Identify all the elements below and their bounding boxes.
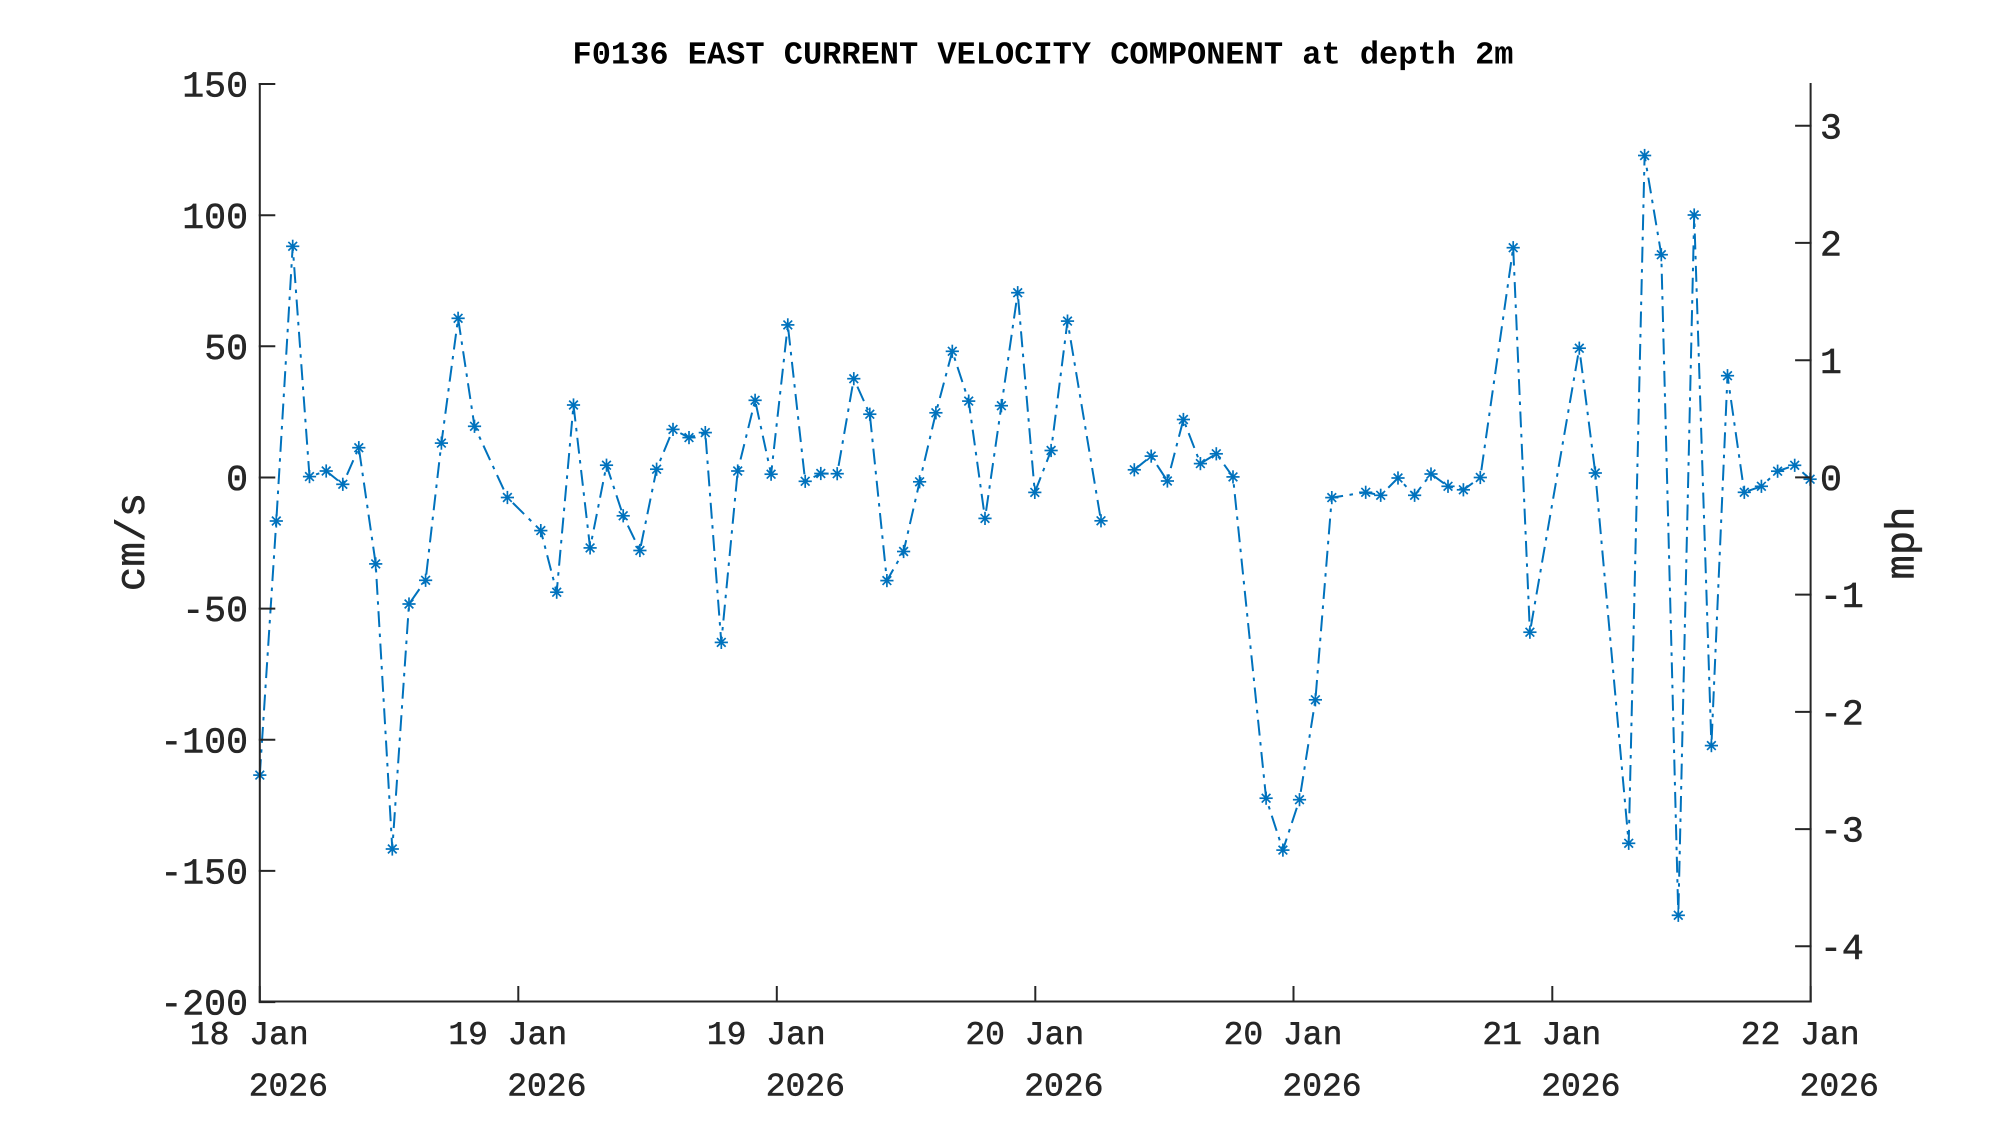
svg-text:2026: 2026	[249, 1069, 328, 1106]
svg-text:2026: 2026	[1024, 1069, 1103, 1106]
svg-text:-100: -100	[160, 722, 248, 763]
svg-text:100: 100	[182, 198, 248, 239]
svg-text:2026: 2026	[1800, 1069, 1879, 1106]
svg-text:18 Jan: 18 Jan	[190, 1017, 309, 1054]
svg-text:0: 0	[1820, 460, 1842, 501]
svg-text:2026: 2026	[1282, 1069, 1361, 1106]
svg-text:50: 50	[204, 329, 248, 370]
svg-text:3: 3	[1820, 108, 1842, 149]
svg-text:mph: mph	[1881, 507, 1927, 580]
svg-text:19 Jan: 19 Jan	[448, 1017, 567, 1054]
svg-text:2: 2	[1820, 226, 1842, 267]
svg-text:-150: -150	[160, 854, 248, 895]
svg-text:0: 0	[226, 460, 248, 501]
svg-text:-50: -50	[182, 591, 248, 632]
svg-text:20 Jan: 20 Jan	[965, 1017, 1084, 1054]
svg-text:21 Jan: 21 Jan	[1482, 1017, 1601, 1054]
svg-text:F0136 EAST CURRENT VELOCITY CO: F0136 EAST CURRENT VELOCITY COMPONENT at…	[573, 37, 1514, 74]
svg-text:-2: -2	[1820, 695, 1864, 736]
svg-text:-200: -200	[160, 985, 248, 1026]
svg-text:-4: -4	[1820, 929, 1864, 970]
svg-text:2026: 2026	[1541, 1069, 1620, 1106]
svg-text:19 Jan: 19 Jan	[707, 1017, 826, 1054]
svg-text:150: 150	[182, 67, 248, 108]
svg-text:-3: -3	[1820, 812, 1864, 853]
svg-text:2026: 2026	[507, 1069, 586, 1106]
svg-text:2026: 2026	[766, 1069, 845, 1106]
svg-text:-1: -1	[1820, 577, 1864, 618]
svg-text:1: 1	[1820, 343, 1842, 384]
svg-text:20 Jan: 20 Jan	[1224, 1017, 1343, 1054]
svg-text:22 Jan: 22 Jan	[1741, 1017, 1860, 1054]
svg-text:cm/s: cm/s	[111, 493, 157, 591]
